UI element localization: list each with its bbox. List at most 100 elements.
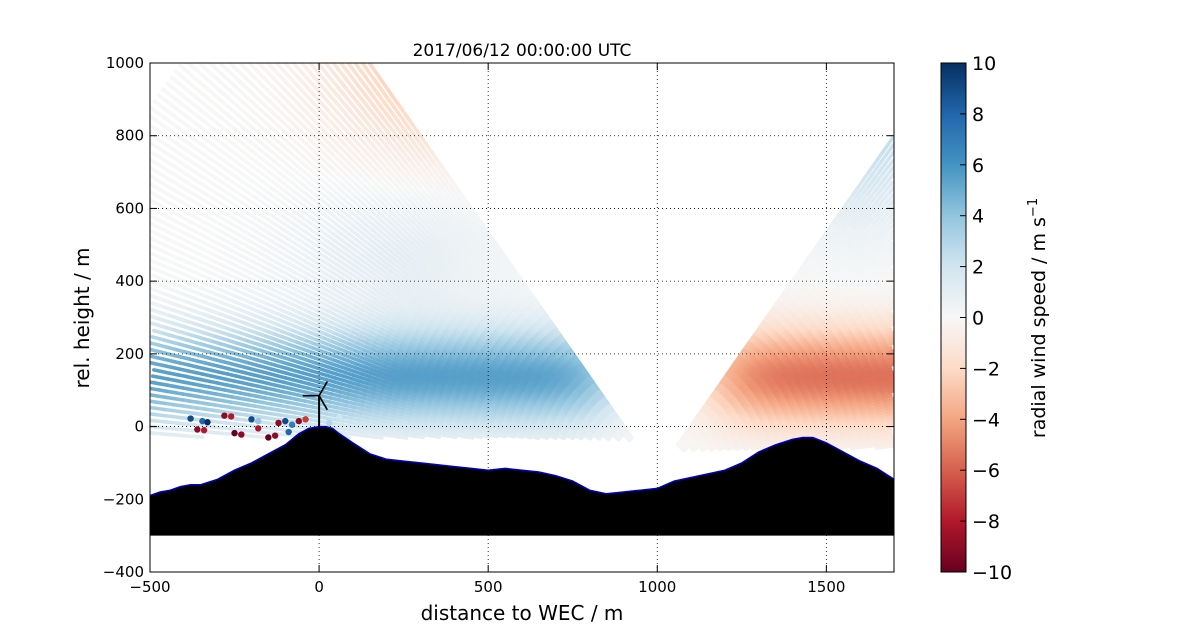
beam-segment: [883, 314, 894, 323]
beam-segment: [236, 49, 242, 55]
beam-segment: [882, 441, 894, 447]
scan-beam: [151, 151, 603, 440]
beam-segment: [881, 432, 894, 438]
beam-segment: [886, 382, 894, 389]
beam-segment: [150, 374, 163, 380]
beam-segment: [885, 300, 894, 310]
beam-segment: [207, 63, 214, 67]
beam-segment: [888, 221, 894, 231]
beam-segment: [152, 328, 164, 335]
beam-segment: [883, 372, 894, 380]
beam-segment: [882, 395, 894, 403]
beam-segment: [150, 307, 161, 314]
beam-segment: [881, 366, 893, 375]
beam-segment: [227, 63, 235, 68]
beam-segment: [884, 375, 894, 383]
beam-segment: [881, 327, 893, 336]
beam-segment: [881, 393, 893, 400]
beam-segment: [224, 37, 230, 43]
beam-segment: [886, 417, 894, 422]
beam-segment: [883, 297, 894, 307]
beam-segment: [217, 63, 225, 67]
beam-segment: [883, 241, 894, 251]
beam-segment: [884, 255, 894, 266]
beam-segment: [887, 361, 894, 368]
scan-beam: [150, 140, 603, 439]
beam-segment: [150, 418, 157, 423]
beam-segment: [219, 43, 225, 49]
beam-segment: [884, 284, 894, 293]
scan-beam: [169, 75, 613, 438]
lidar-scan-beams: [150, 15, 894, 510]
beam-segment: [884, 229, 894, 240]
scan-beam: [150, 380, 458, 440]
beam-segment: [886, 244, 894, 254]
beam-segment: [150, 412, 158, 417]
chart-title: 2017/06/12 00:00:00 UTC: [413, 41, 632, 61]
beam-segment: [150, 229, 162, 237]
beam-segment: [881, 435, 894, 441]
beam-segment: [887, 232, 894, 242]
beam-segment: [209, 42, 215, 48]
beam-segment: [150, 301, 163, 308]
beam-segment: [150, 320, 158, 327]
beam-segment: [169, 75, 180, 85]
beam-segment: [151, 207, 162, 215]
beam-segment: [228, 21, 234, 27]
beam-segment: [231, 55, 237, 61]
beam-segment: [193, 48, 199, 54]
beam-segment: [221, 54, 227, 60]
beam-segment: [257, 51, 263, 57]
beam-segment: [150, 386, 161, 392]
beam-segment: [882, 444, 894, 449]
beam-segment: [210, 54, 216, 60]
beam-segment: [151, 151, 162, 160]
beam-segment: [246, 50, 252, 56]
beam-segment: [239, 33, 245, 39]
beam-segment: [882, 267, 893, 277]
beam-segment: [150, 347, 160, 354]
beam-segment: [151, 134, 162, 143]
scan-beam: [150, 431, 205, 440]
beam-segment: [151, 273, 163, 281]
beam-segment: [217, 20, 223, 26]
beam-segment: [153, 99, 164, 109]
beam-segment: [150, 243, 157, 250]
beam-segment: [150, 197, 158, 205]
beam-segment: [198, 42, 204, 48]
beam-segment: [150, 279, 161, 287]
beam-segment: [884, 333, 894, 342]
beam-segment: [215, 48, 221, 54]
beam-segment: [150, 221, 157, 228]
scan-beam: [150, 341, 516, 439]
beam-segment: [203, 37, 209, 43]
beam-segment: [161, 87, 172, 97]
beam-segment: [150, 140, 159, 149]
scan-beam: [150, 386, 442, 440]
beam-segment: [882, 311, 893, 320]
beam-segment: [880, 426, 893, 433]
scan-beam: [150, 286, 558, 439]
beam-segment: [245, 39, 251, 45]
beam-segment: [255, 63, 260, 65]
beam-segment: [222, 15, 228, 21]
beam-segment: [229, 32, 235, 38]
beam-segment: [223, 26, 229, 32]
beam-segment: [887, 259, 894, 268]
beam-segment: [885, 317, 894, 326]
beam-segment: [189, 54, 195, 60]
beam-segment: [887, 420, 894, 425]
beam-segment: [150, 174, 160, 183]
beam-segment: [150, 334, 162, 341]
beam-segment: [887, 273, 894, 283]
beam-segment: [150, 236, 159, 244]
beam-segment: [173, 69, 184, 79]
beam-segment: [884, 407, 894, 414]
beam-segment: [150, 405, 159, 411]
beam-segment: [200, 54, 206, 60]
scan-beam: [150, 258, 575, 441]
beam-segment: [887, 385, 894, 391]
beam-segment: [150, 258, 160, 265]
beam-segment: [150, 380, 162, 386]
beam-segment: [234, 38, 240, 44]
